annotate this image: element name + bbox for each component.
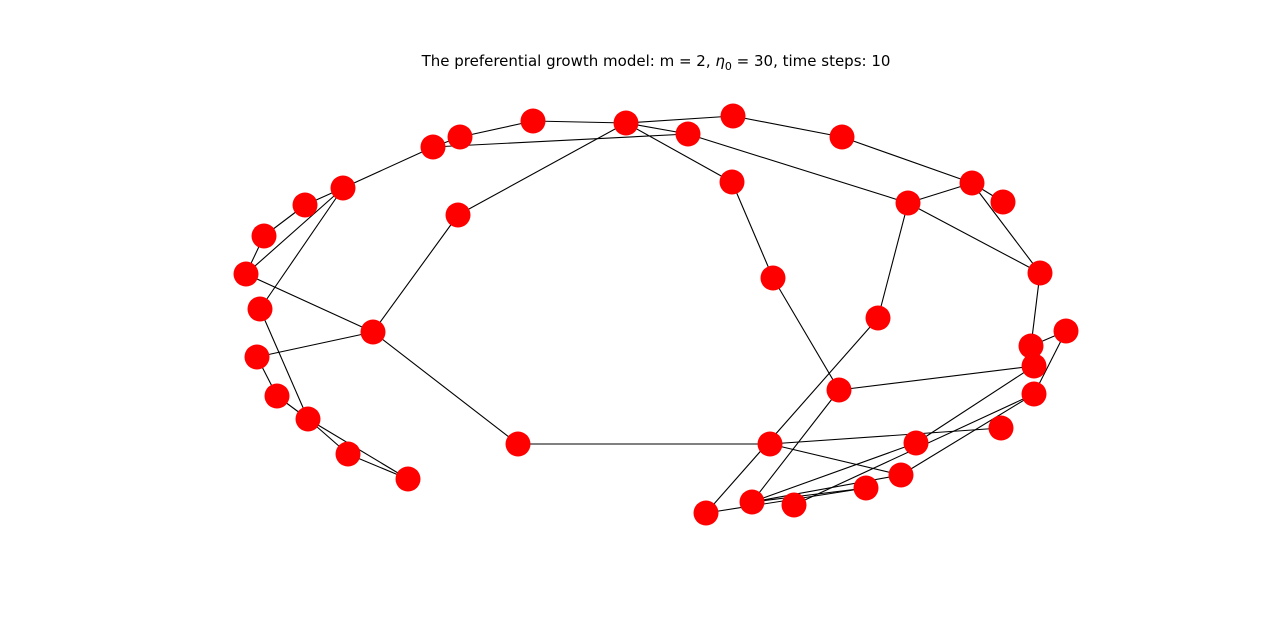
graph-node (421, 135, 446, 160)
graph-node (758, 432, 783, 457)
graph-node (446, 203, 471, 228)
figure-title: The preferential growth model: m = 2, η0… (421, 52, 891, 73)
graph-node (1022, 382, 1047, 407)
graph-node (676, 122, 701, 147)
graph-node (960, 171, 985, 196)
graph-node (989, 416, 1014, 441)
graph-node (252, 224, 277, 249)
graph-node (396, 467, 421, 492)
graph-node (854, 476, 879, 501)
graph-node (694, 501, 719, 526)
graph-node (782, 493, 807, 518)
graph-node (896, 191, 921, 216)
graph-node (331, 176, 356, 201)
graph-node (761, 266, 786, 291)
graph-node (830, 125, 855, 150)
graph-node (1054, 319, 1079, 344)
graph-node (1028, 261, 1053, 286)
graph-node (521, 109, 546, 134)
graph-node (265, 384, 290, 409)
graph-node (614, 111, 639, 136)
graph-node (740, 490, 765, 515)
graph-node (827, 378, 852, 403)
graph-node (234, 262, 259, 287)
graph-node (1022, 354, 1047, 379)
graph-node (889, 463, 914, 488)
graph-node (361, 320, 386, 345)
graph-node (991, 190, 1016, 215)
graph-node (245, 345, 270, 370)
graph-node (293, 193, 318, 218)
graph-node (506, 432, 531, 457)
graph-node (904, 431, 929, 456)
graph-node (248, 297, 273, 322)
graph-node (866, 306, 891, 331)
graph-node (448, 125, 473, 150)
graph-node (296, 407, 321, 432)
graph-node (720, 170, 745, 195)
graph-node (721, 104, 746, 129)
graph-node (336, 442, 361, 467)
